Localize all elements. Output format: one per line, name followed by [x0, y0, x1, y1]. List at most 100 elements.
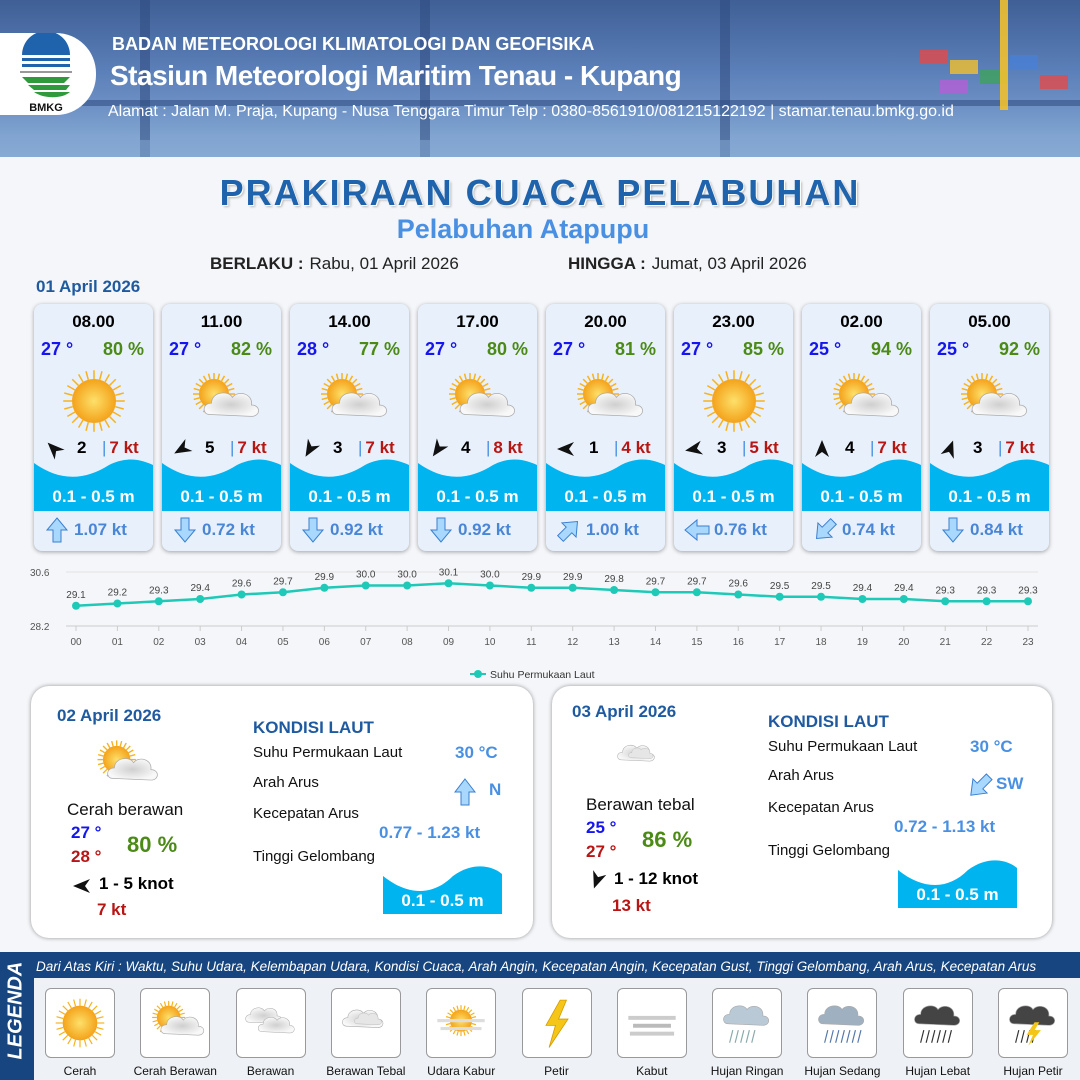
day2-humidity: 80 %	[127, 832, 178, 857]
gust-speed: | 4 kt	[614, 438, 651, 457]
data-point	[154, 597, 163, 606]
data-label: 29.4	[853, 583, 873, 594]
data-point	[320, 583, 329, 592]
legend-label: Suhu Permukaan Laut	[490, 669, 595, 681]
page-title: PRAKIRAAN CUACA PELABUHAN	[219, 172, 861, 213]
current-info: 0.84 kt	[940, 517, 1040, 543]
day3-date: 03 April 2026	[572, 702, 677, 721]
wind-info: 3 | 7 kt	[936, 436, 1044, 460]
bmkg-logo: BMKG	[0, 31, 96, 115]
current-direction-icon	[173, 517, 197, 543]
data-label: 29.3	[977, 585, 997, 596]
light-rain-icon	[712, 988, 783, 1058]
x-tick-label: 19	[857, 637, 869, 648]
gust-value: 7 kt	[1005, 438, 1035, 457]
forecast-card: 20.00 27 ° 81 % 1 | 4 kt 0.1 - 0.5 m 1.00…	[546, 304, 665, 551]
legend-item-label: Berawan	[246, 1064, 295, 1078]
data-point	[278, 588, 287, 597]
x-tick-label: 12	[567, 637, 579, 648]
day3-speed-label: Kecepatan Arus	[768, 799, 874, 816]
current-info: 0.72 kt	[172, 517, 272, 543]
wind-info: 1 | 4 kt	[552, 436, 660, 460]
data-label: 29.2	[108, 588, 128, 599]
current-info: 1.00 kt	[556, 517, 656, 543]
wind-info: 4 | 7 kt	[808, 436, 916, 460]
air-temperature: 28 °	[297, 339, 330, 359]
wind-direction-icon	[815, 440, 829, 457]
wind-direction-icon	[73, 879, 90, 893]
day2-wave: 0.1 - 0.5 m	[401, 891, 484, 910]
wave-icon	[898, 860, 1017, 908]
wave-icon	[383, 866, 502, 914]
air-temperature: 27 °	[681, 339, 714, 359]
forecast-time: 20.00	[584, 312, 627, 331]
data-label: 29.4	[894, 583, 914, 594]
fog-icon	[616, 988, 687, 1058]
current-speed: 0.92 kt	[458, 520, 511, 539]
air-temperature: 25 °	[809, 339, 842, 359]
current-direction-icon	[556, 520, 579, 543]
data-point	[817, 592, 826, 601]
x-tick-label: 21	[940, 637, 952, 648]
day2-speed-label: Kecepatan Arus	[253, 805, 359, 822]
sun-icon	[45, 988, 115, 1058]
day2-dir: N	[489, 780, 502, 799]
humidity: 80 %	[102, 339, 144, 359]
x-tick-label: 17	[774, 637, 786, 648]
wind-direction-icon	[685, 440, 704, 455]
gust-value: 7 kt	[365, 438, 395, 457]
current-direction-icon	[941, 517, 965, 543]
wind-info: 3 | 5 kt	[680, 436, 788, 460]
partly-cloudy-icon	[184, 366, 260, 436]
data-point	[941, 597, 950, 606]
forecast-time: 23.00	[712, 312, 755, 331]
partly-cloudy-icon	[568, 366, 644, 436]
data-point	[237, 590, 246, 599]
day3-dir-label: Arah Arus	[768, 767, 834, 784]
cloudy-icon	[235, 988, 306, 1058]
forecast-card: 11.00 27 ° 82 % 5 | 7 kt 0.1 - 0.5 m 0.72…	[162, 304, 281, 551]
data-label: 29.6	[729, 579, 749, 590]
legend-item-label: Kabut	[636, 1064, 668, 1078]
wind-info: 5 | 7 kt	[168, 436, 276, 460]
wave-icon	[162, 459, 281, 511]
current-info: 1.07 kt	[44, 517, 144, 543]
wave-height: 0.1 - 0.5 m	[180, 487, 263, 506]
data-label: 29.1	[66, 590, 86, 601]
wind-speed: 3	[333, 438, 343, 457]
data-label: 29.9	[522, 572, 542, 583]
wind-speed: 5	[205, 438, 215, 457]
x-tick-label: 07	[360, 637, 372, 648]
wind-speed: 4	[845, 438, 855, 457]
wind-direction-icon	[593, 870, 607, 889]
forecast-time: 02.00	[840, 312, 883, 331]
x-tick-label: 15	[691, 637, 703, 648]
x-tick-label: 16	[733, 637, 745, 648]
legend-item-label: Berawan Tebal	[326, 1064, 406, 1078]
day3-panel: 03 April 2026 Berawan tebal 25 ° 27 ° 86…	[552, 686, 1052, 938]
data-label: 29.7	[646, 576, 666, 587]
legend-item-label: Hujan Petir	[1003, 1064, 1063, 1078]
heavy-rain-icon	[902, 988, 973, 1058]
station-name: Stasiun Meteorologi Maritim Tenau - Kupa…	[110, 60, 682, 91]
legend-item-label: Hujan Sedang	[804, 1064, 881, 1078]
partly-cloudy-icon	[824, 366, 900, 436]
sun-icon	[696, 366, 772, 436]
current-direction-icon	[815, 517, 838, 540]
day2-speed: 0.77 - 1.23 kt	[379, 823, 481, 842]
data-label: 29.3	[935, 585, 955, 596]
forecast-card: 23.00 27 ° 85 % 3 | 5 kt 0.1 - 0.5 m 0.76…	[674, 304, 793, 551]
partly-cloudy-icon	[952, 366, 1028, 436]
x-tick-label: 09	[443, 637, 455, 648]
current-info: 0.92 kt	[428, 517, 528, 543]
gust-speed: | 7 kt	[102, 438, 139, 457]
data-point	[858, 595, 867, 603]
humidity: 80 %	[486, 339, 528, 359]
legend-item-label: Petir	[544, 1064, 569, 1078]
wave-height: 0.1 - 0.5 m	[820, 487, 903, 506]
forecast-time: 11.00	[200, 312, 243, 331]
current-direction-icon	[45, 517, 69, 543]
legend-description: Dari Atas Kiri : Waktu, Suhu Udara, Kele…	[36, 959, 1037, 974]
data-label: 29.3	[1018, 585, 1038, 596]
x-tick-label: 23	[1022, 637, 1034, 648]
